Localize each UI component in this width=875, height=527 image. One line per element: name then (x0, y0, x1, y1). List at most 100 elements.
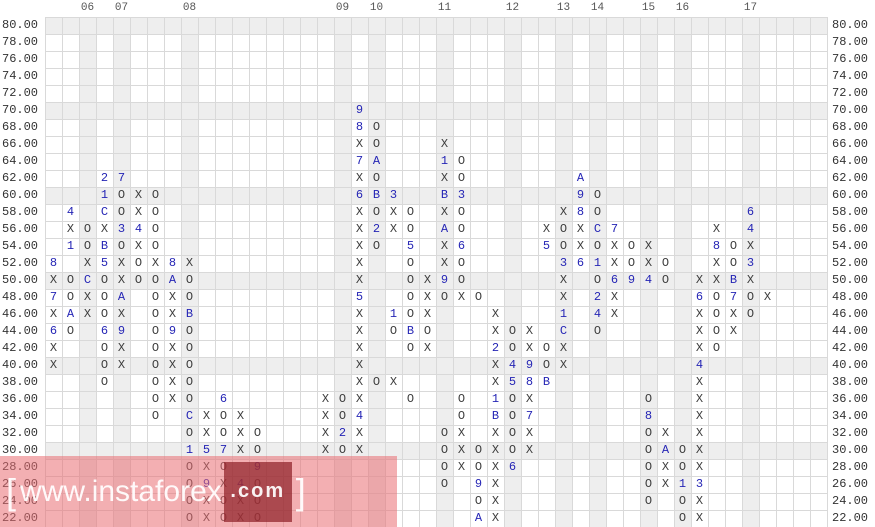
pf-month-marker: 6 (49, 324, 58, 338)
price-label-left: 76.00 (2, 52, 39, 66)
pf-symbol: O (542, 358, 551, 372)
pf-month-marker: 9 (355, 103, 364, 117)
pf-symbol: O (678, 460, 687, 474)
pf-symbol: X (117, 358, 126, 372)
year-label: 07 (114, 2, 129, 14)
pf-symbol: O (661, 273, 670, 287)
pf-month-marker: 9 (474, 477, 483, 491)
pf-symbol: O (253, 426, 262, 440)
pf-symbol: O (729, 239, 738, 253)
watermark-com-badge: .com (223, 461, 292, 522)
pf-symbol: X (457, 443, 466, 457)
pf-symbol: O (457, 256, 466, 270)
pf-symbol: O (219, 426, 228, 440)
pf-month-marker: A (576, 171, 585, 185)
pf-symbol: X (49, 273, 58, 287)
pf-symbol: X (695, 443, 704, 457)
pf-month-marker: 5 (202, 443, 211, 457)
pf-symbol: O (185, 375, 194, 389)
pf-symbol: X (491, 460, 500, 474)
price-label-left: 52.00 (2, 256, 39, 270)
pf-symbol: X (355, 341, 364, 355)
pf-symbol: X (440, 256, 449, 270)
pf-month-marker: 2 (593, 290, 602, 304)
pf-symbol: O (712, 341, 721, 355)
pf-symbol: O (440, 426, 449, 440)
pf-symbol: X (236, 443, 245, 457)
pf-month-marker: 6 (695, 290, 704, 304)
pf-symbol: X (83, 256, 92, 270)
pf-symbol: X (712, 256, 721, 270)
price-label-left: 70.00 (2, 103, 39, 117)
pf-month-marker: 3 (117, 222, 126, 236)
pf-symbol: X (355, 256, 364, 270)
price-label-right: 78.00 (832, 35, 869, 49)
pf-month-marker: 1 (440, 154, 449, 168)
pf-month-marker: C (593, 222, 602, 236)
pf-symbol: X (559, 358, 568, 372)
price-label-right: 48.00 (832, 290, 869, 304)
pf-month-marker: C (185, 409, 194, 423)
pf-symbol: O (134, 273, 143, 287)
price-label-left: 66.00 (2, 137, 39, 151)
pf-symbol: O (185, 426, 194, 440)
pf-symbol: X (202, 426, 211, 440)
pf-month-marker: 8 (168, 256, 177, 270)
pf-symbol: X (491, 324, 500, 338)
pf-symbol: X (355, 375, 364, 389)
pf-symbol: X (134, 239, 143, 253)
year-label: 09 (335, 2, 350, 14)
pf-symbol: O (389, 324, 398, 338)
pf-month-marker: 8 (712, 239, 721, 253)
pf-symbol: O (559, 239, 568, 253)
pf-symbol: X (117, 256, 126, 270)
pf-symbol: X (168, 307, 177, 321)
price-label-right: 30.00 (832, 443, 869, 457)
pf-symbol: O (151, 307, 160, 321)
pf-symbol: X (695, 341, 704, 355)
pf-month-marker: 2 (100, 171, 109, 185)
pf-month-marker: 1 (559, 307, 568, 321)
pf-symbol: X (355, 137, 364, 151)
pf-symbol: O (593, 239, 602, 253)
price-label-right: 32.00 (832, 426, 869, 440)
pf-symbol: X (729, 307, 738, 321)
pf-symbol: X (321, 443, 330, 457)
pf-month-marker: 1 (66, 239, 75, 253)
pf-symbol: X (763, 290, 772, 304)
pf-symbol: X (695, 324, 704, 338)
pf-symbol: O (151, 205, 160, 219)
pf-symbol: O (508, 324, 517, 338)
pf-symbol: X (695, 426, 704, 440)
pf-symbol: O (712, 324, 721, 338)
pf-symbol: X (525, 443, 534, 457)
price-label-left: 80.00 (2, 18, 39, 32)
pf-symbol: O (372, 205, 381, 219)
price-label-left: 46.00 (2, 307, 39, 321)
pf-symbol: O (457, 273, 466, 287)
price-label-right: 22.00 (832, 511, 869, 525)
pf-symbol: X (610, 307, 619, 321)
pf-month-marker: 1 (100, 188, 109, 202)
pf-symbol: O (151, 222, 160, 236)
pf-symbol: O (117, 188, 126, 202)
price-label-left: 74.00 (2, 69, 39, 83)
pf-symbol: X (168, 290, 177, 304)
pf-symbol: O (508, 443, 517, 457)
pf-month-marker: 2 (338, 426, 347, 440)
pf-month-marker: 3 (695, 477, 704, 491)
pf-symbol: O (661, 256, 670, 270)
pf-symbol: X (389, 375, 398, 389)
price-label-right: 46.00 (832, 307, 869, 321)
pf-month-marker: 4 (746, 222, 755, 236)
pf-symbol: X (389, 222, 398, 236)
year-label: 06 (80, 2, 95, 14)
pf-symbol: X (457, 290, 466, 304)
price-label-left: 50.00 (2, 273, 39, 287)
price-label-left: 72.00 (2, 86, 39, 100)
year-label: 10 (369, 2, 384, 14)
pf-symbol: O (100, 358, 109, 372)
pf-symbol: O (508, 341, 517, 355)
pf-month-marker: 4 (66, 205, 75, 219)
pf-symbol: O (151, 290, 160, 304)
